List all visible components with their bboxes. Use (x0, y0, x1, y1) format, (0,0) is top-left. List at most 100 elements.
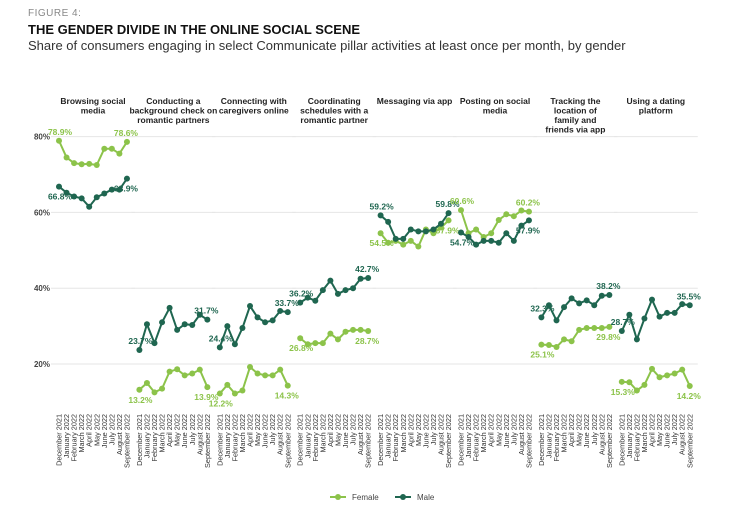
data-point-male (151, 340, 158, 347)
data-point-female (488, 230, 495, 237)
data-point-male (101, 190, 108, 197)
data-point-male (553, 317, 560, 324)
data-point-female (576, 326, 583, 333)
series-line-male (379, 212, 450, 240)
data-point-male (86, 203, 93, 210)
data-point-female (159, 385, 166, 392)
x-tick-label: August 2022 (678, 414, 687, 455)
data-point-male (71, 193, 78, 200)
data-point-female (224, 381, 231, 388)
x-tick-label: September 2022 (524, 414, 533, 468)
series-line-male (620, 296, 690, 343)
x-tick-label: April 2022 (326, 414, 335, 447)
data-point-female (174, 366, 181, 373)
data-label: 42.7% (355, 264, 380, 274)
y-tick-label: 20% (34, 360, 50, 369)
data-label: 68.9% (114, 184, 139, 194)
x-tick-label: April 2022 (165, 414, 174, 447)
series-line-female (541, 325, 610, 349)
x-tick-label: March 2022 (318, 414, 327, 453)
data-point-female (510, 213, 517, 220)
data-point-female (216, 390, 223, 397)
x-tick-label: April 2022 (567, 414, 576, 447)
x-tick-label: July 2022 (107, 414, 116, 445)
data-point-male (430, 226, 437, 233)
data-point-male (269, 317, 276, 324)
data-point-female (108, 145, 115, 152)
x-tick-label: March 2022 (77, 414, 86, 453)
data-point-male (422, 228, 429, 235)
legend-label-female: Female (352, 493, 379, 502)
x-tick-label: April 2022 (85, 414, 94, 447)
series-line-female (138, 368, 209, 394)
x-tick-label: June 2022 (502, 414, 511, 448)
data-point-female (116, 150, 123, 157)
data-point-female (641, 381, 648, 388)
data-point-female (181, 372, 188, 379)
data-point-female (247, 364, 253, 371)
data-point-male (319, 287, 326, 294)
x-tick-label: June 2022 (261, 414, 270, 448)
panel-title: Using a dating (627, 96, 686, 106)
data-point-male (312, 297, 319, 304)
x-tick-label: July 2022 (670, 414, 679, 445)
data-point-male (438, 220, 444, 227)
data-point-female (545, 342, 552, 349)
data-point-male (525, 217, 532, 224)
data-point-female (671, 370, 678, 377)
data-point-male (166, 304, 173, 311)
data-point-male (350, 285, 357, 292)
data-point-male (181, 321, 188, 328)
panel-title: Coordinating (308, 96, 361, 106)
data-point-female (679, 366, 686, 373)
x-tick-label: July 2022 (349, 414, 358, 445)
panel-title: friends via app (545, 125, 605, 135)
x-tick-label: December 2021 (55, 414, 64, 466)
data-point-female (618, 378, 625, 385)
panel-title: caregivers online (219, 106, 289, 116)
x-tick-label: June 2022 (663, 414, 672, 448)
data-label: 28.7% (355, 336, 380, 346)
data-point-female (407, 237, 414, 244)
data-point-female (385, 239, 392, 246)
chart-title: THE GENDER DIVIDE IN THE ONLINE SOCIAL S… (28, 22, 361, 37)
data-point-male (247, 303, 253, 310)
panel-title: Conducting a (146, 96, 201, 106)
series-line-male (58, 178, 128, 209)
x-tick-label: March 2022 (399, 414, 408, 453)
data-point-male (626, 311, 633, 318)
data-point-female (458, 207, 464, 214)
panel-title: Tracking the (550, 96, 600, 106)
x-tick-label: June 2022 (341, 414, 350, 448)
x-tick-label: January 2022 (384, 414, 393, 458)
data-point-female (327, 330, 334, 337)
data-point-female (503, 211, 510, 218)
data-point-male (365, 274, 372, 281)
x-tick-label: June 2022 (421, 414, 430, 448)
data-point-male (445, 210, 452, 217)
data-point-female (525, 208, 532, 215)
x-tick-label: April 2022 (487, 414, 496, 447)
data-point-female (304, 341, 311, 348)
data-label: 14.2% (677, 391, 702, 401)
data-point-female (649, 365, 655, 372)
data-point-female (445, 217, 452, 224)
data-point-female (284, 382, 291, 389)
data-point-female (123, 138, 130, 145)
series-line-female (299, 328, 369, 346)
y-tick-label: 40% (34, 284, 50, 293)
data-point-female (656, 374, 663, 381)
panel-title: Posting on social (460, 96, 530, 106)
data-point-female (664, 372, 671, 379)
series-line-female (219, 365, 289, 395)
series-line-female (460, 209, 530, 239)
panel-title: family and (554, 115, 596, 125)
x-tick-label: September 2022 (203, 414, 212, 468)
data-point-female (357, 326, 364, 333)
x-tick-label: January 2022 (625, 414, 634, 458)
y-tick-label: 80% (34, 133, 50, 142)
data-point-female (204, 384, 211, 391)
x-tick-label: December 2021 (215, 414, 224, 466)
y-tick-label: 60% (34, 208, 50, 217)
x-tick-label: March 2022 (640, 414, 649, 453)
